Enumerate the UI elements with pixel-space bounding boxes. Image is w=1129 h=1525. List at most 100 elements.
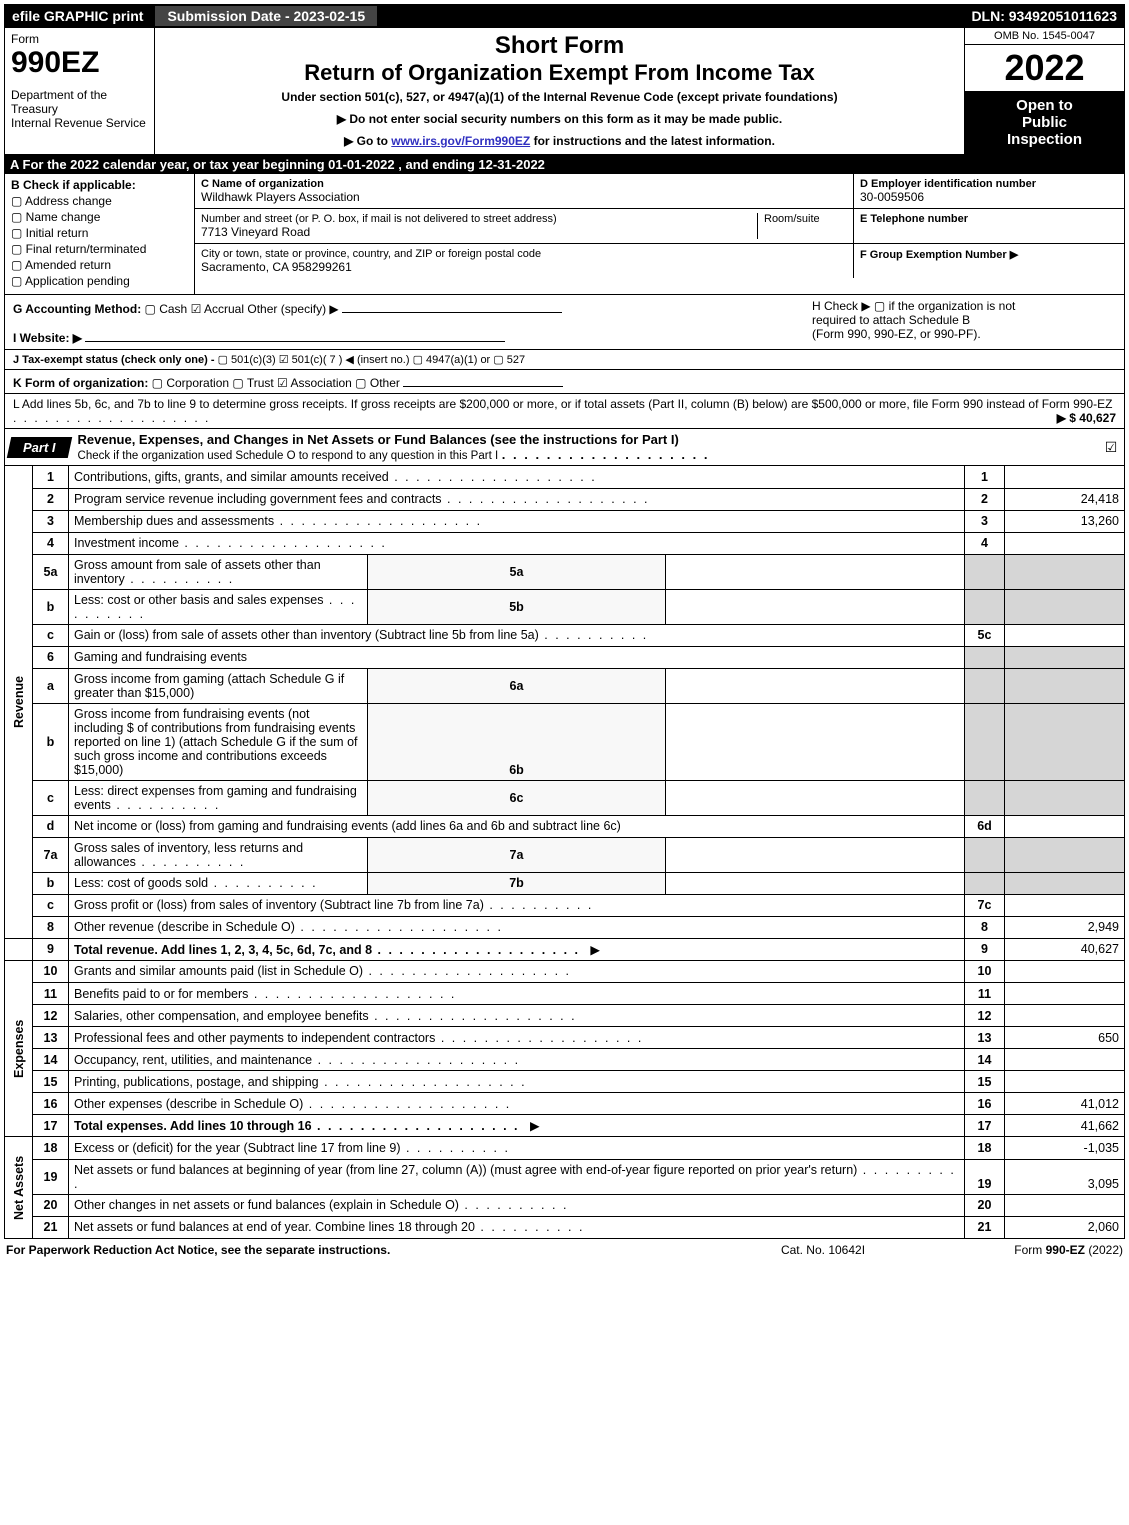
k-other-blank[interactable] — [403, 373, 563, 387]
c-label: C Name of organization — [201, 178, 847, 190]
amt-20 — [1005, 1194, 1125, 1216]
ln-12: 12 — [33, 1005, 69, 1027]
h-line3: (Form 990, 990-EZ, or 990-PF). — [812, 327, 1116, 341]
omb-number: OMB No. 1545-0047 — [965, 28, 1124, 45]
part1-checkbox[interactable]: ☑ — [1098, 439, 1124, 456]
lab-6-grey — [965, 646, 1005, 668]
chk-name-change[interactable]: Name change — [11, 210, 188, 224]
txt-11: Benefits paid to or for members — [74, 987, 456, 1001]
part1-header: Part I Revenue, Expenses, and Changes in… — [4, 429, 1125, 466]
g-label: G Accounting Method: — [13, 302, 141, 316]
paperwork-notice: For Paperwork Reduction Act Notice, see … — [6, 1243, 723, 1257]
lab-6d: 6d — [965, 815, 1005, 837]
j-label: J Tax-exempt status (check only one) - — [13, 354, 215, 366]
part1-expenses-table: Expenses 10 Grants and similar amounts p… — [4, 961, 1125, 1138]
page-footer: For Paperwork Reduction Act Notice, see … — [4, 1239, 1125, 1257]
amt-6-grey — [1005, 646, 1125, 668]
lab-16: 16 — [965, 1093, 1005, 1115]
amt-5c — [1005, 624, 1125, 646]
midv-6a — [666, 668, 965, 703]
txt-7a: Gross sales of inventory, less returns a… — [74, 841, 303, 869]
ln-1: 1 — [33, 466, 69, 488]
efile-print-label[interactable]: efile GRAPHIC print — [4, 6, 151, 26]
form-word: Form — [11, 32, 148, 46]
amt-6c-grey — [1005, 780, 1125, 815]
open-to: Open to — [967, 97, 1122, 114]
org-name: Wildhawk Players Association — [201, 190, 847, 204]
txt-20: Other changes in net assets or fund bala… — [74, 1198, 568, 1212]
chk-amended-return[interactable]: Amended return — [11, 258, 188, 272]
txt-21: Net assets or fund balances at end of ye… — [74, 1220, 584, 1234]
d-label: D Employer identification number — [860, 178, 1118, 190]
g-cash[interactable]: ▢ Cash — [145, 302, 188, 316]
footer-form-pre: Form — [1014, 1243, 1045, 1257]
lab-9: 9 — [965, 938, 1005, 960]
inspection: Inspection — [967, 131, 1122, 148]
chk-address-change[interactable]: Address change — [11, 194, 188, 208]
amt-3: 13,260 — [1005, 510, 1125, 532]
g-other-blank[interactable] — [342, 299, 562, 313]
lab-15: 15 — [965, 1071, 1005, 1093]
part1-check-note: Check if the organization used Schedule … — [78, 450, 499, 462]
txt-7b: Less: cost of goods sold — [74, 876, 318, 890]
midv-5a — [666, 554, 965, 589]
txt-5a: Gross amount from sale of assets other t… — [74, 558, 321, 586]
amt-9: 40,627 — [1005, 938, 1125, 960]
instructions-post: for instructions and the latest informat… — [534, 134, 775, 148]
f-label: F Group Exemption Number ▶ — [860, 248, 1118, 261]
k-options[interactable]: ▢ Corporation ▢ Trust ☑ Association ▢ Ot… — [152, 376, 400, 390]
part1-netassets-table: Net Assets 18 Excess or (deficit) for th… — [4, 1137, 1125, 1239]
part1-title: Revenue, Expenses, and Changes in Net As… — [78, 432, 679, 447]
txt-19: Net assets or fund balances at beginning… — [74, 1163, 956, 1191]
website-blank[interactable] — [85, 328, 505, 342]
sidebar-revenue: Revenue — [5, 466, 33, 938]
part1-revenue-table: Revenue 1 Contributions, gifts, grants, … — [4, 466, 1125, 961]
amt-2: 24,418 — [1005, 488, 1125, 510]
txt-5c: Gain or (loss) from sale of assets other… — [74, 628, 648, 642]
sidebar-netassets: Net Assets — [5, 1137, 33, 1238]
ln-5c: c — [33, 624, 69, 646]
lab-4: 4 — [965, 532, 1005, 554]
amt-7a-grey — [1005, 837, 1125, 872]
txt-6: Gaming and fundraising events — [74, 650, 247, 664]
line-a-tax-year: A For the 2022 calendar year, or tax yea… — [4, 155, 1125, 174]
ln-16: 16 — [33, 1093, 69, 1115]
g-accrual[interactable]: ☑ Accrual — [191, 302, 244, 316]
j-options[interactable]: ▢ 501(c)(3) ☑ 501(c)( 7 ) ◀ (insert no.)… — [218, 354, 525, 366]
ln-21: 21 — [33, 1216, 69, 1238]
lab-13: 13 — [965, 1027, 1005, 1049]
cat-number: Cat. No. 10642I — [723, 1243, 923, 1257]
midv-6b — [666, 703, 965, 780]
title-short-form: Short Form — [159, 32, 960, 60]
txt-7c: Gross profit or (loss) from sales of inv… — [74, 898, 593, 912]
dln: DLN: 93492051011623 — [963, 6, 1125, 26]
lab-12: 12 — [965, 1005, 1005, 1027]
txt-18: Excess or (deficit) for the year (Subtra… — [74, 1141, 510, 1155]
chk-initial-return[interactable]: Initial return — [11, 226, 188, 240]
midv-7b — [666, 872, 965, 894]
ln-7c: c — [33, 894, 69, 916]
txt-6b: Gross income from fundraising events (no… — [74, 707, 358, 777]
street-label: Number and street (or P. O. box, if mail… — [201, 213, 757, 225]
lab-20: 20 — [965, 1194, 1005, 1216]
lab-6b-grey — [965, 703, 1005, 780]
ln-6b: b — [33, 703, 69, 780]
g-other[interactable]: Other (specify) ▶ — [247, 302, 338, 316]
lab-2: 2 — [965, 488, 1005, 510]
chk-final-return[interactable]: Final return/terminated — [11, 242, 188, 256]
txt-6c: Less: direct expenses from gaming and fu… — [74, 784, 357, 812]
amt-5a-grey — [1005, 554, 1125, 589]
ln-11: 11 — [33, 983, 69, 1005]
ln-17: 17 — [33, 1115, 69, 1137]
midv-6c — [666, 780, 965, 815]
ln-6d: d — [33, 815, 69, 837]
l-amount: ▶ $ 40,627 — [1057, 411, 1116, 425]
ln-19: 19 — [33, 1159, 69, 1194]
open-public-inspection: Open to Public Inspection — [965, 91, 1124, 154]
lab-5b-grey — [965, 589, 1005, 624]
city-label: City or town, state or province, country… — [201, 248, 847, 260]
ln-6c: c — [33, 780, 69, 815]
footer-form-post: (2022) — [1088, 1243, 1123, 1257]
chk-application-pending[interactable]: Application pending — [11, 274, 188, 288]
irs-link[interactable]: www.irs.gov/Form990EZ — [391, 134, 530, 148]
